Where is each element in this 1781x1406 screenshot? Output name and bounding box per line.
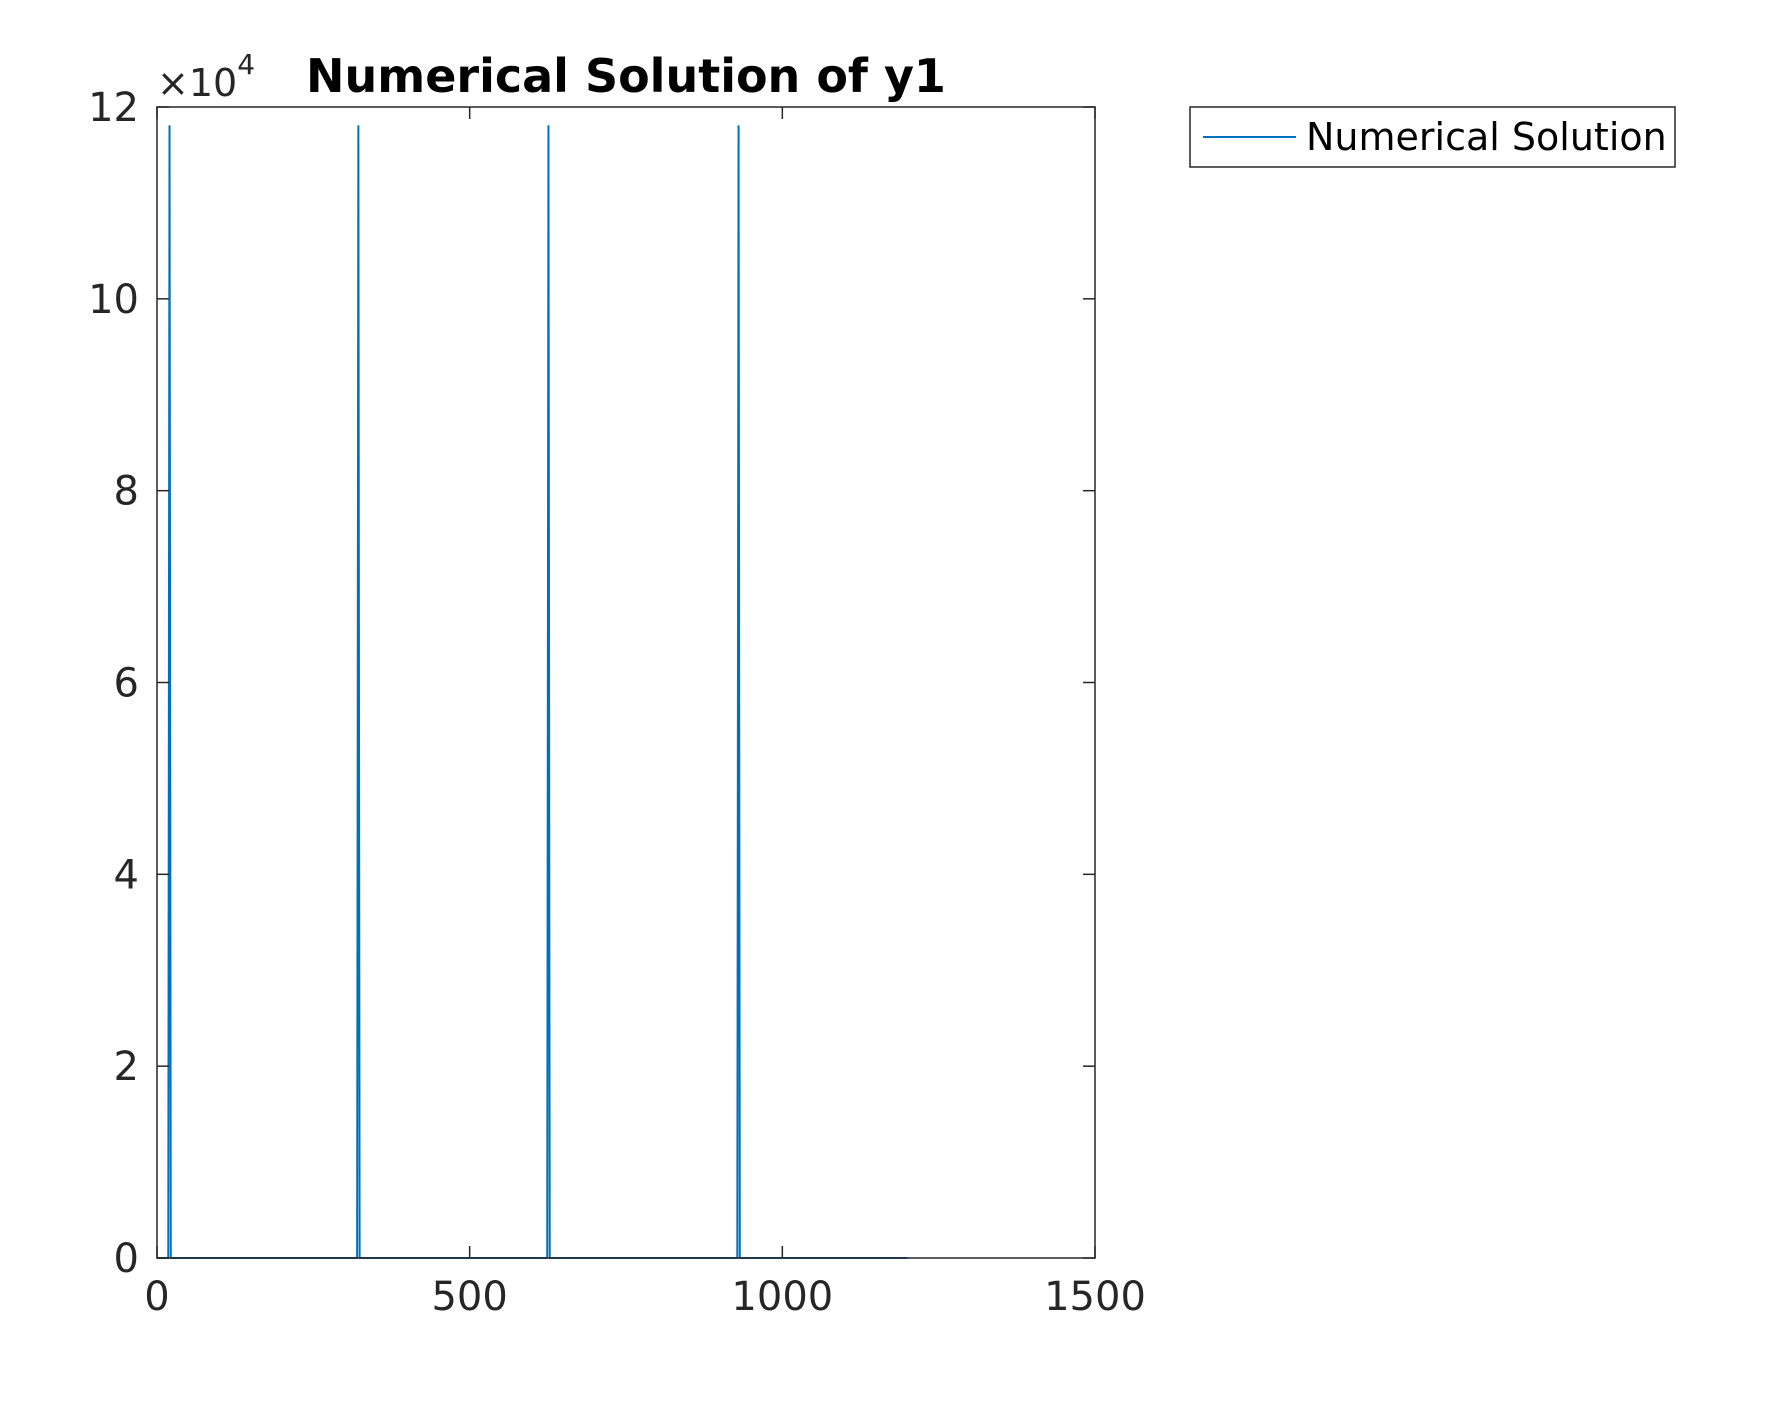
x-tick-label: 0 [144, 1274, 169, 1320]
y-tick-label: 2 [114, 1044, 139, 1090]
tick-layer: 0 500 1000 1500 0 2 4 6 8 10 12 [88, 85, 1146, 1320]
chart-title: Numerical Solution of y1 [306, 49, 946, 103]
plot-area-background [157, 107, 1095, 1258]
legend: Numerical Solution [1189, 106, 1676, 168]
y-axis-exponent: ×104 [157, 48, 255, 105]
y-tick-label: 6 [114, 661, 139, 707]
y-axis-exponent-power: 4 [237, 48, 255, 81]
y-tick-label: 12 [88, 85, 139, 131]
y-tick-label: 4 [114, 852, 139, 898]
y-axis-exponent-base: ×10 [157, 61, 237, 105]
x-tick-label: 1500 [1044, 1274, 1146, 1320]
y-tick-label: 8 [114, 469, 139, 515]
legend-label: Numerical Solution [1306, 115, 1667, 159]
x-tick-label: 500 [431, 1274, 507, 1320]
x-tick-label: 1000 [731, 1274, 833, 1320]
y-tick-label: 10 [88, 277, 139, 323]
y-tick-label: 0 [114, 1236, 139, 1282]
